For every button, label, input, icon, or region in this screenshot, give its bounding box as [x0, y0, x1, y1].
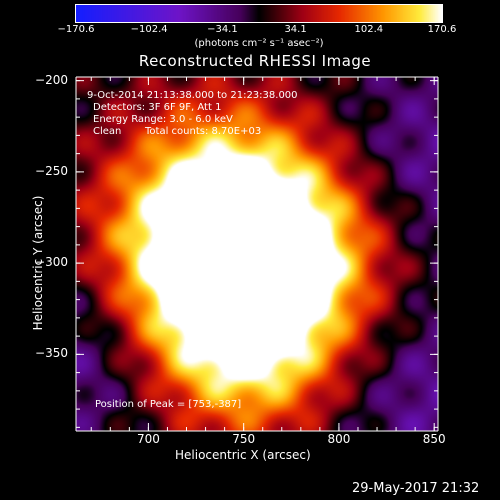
colorbar-unit-label: (photons cm⁻² s⁻¹ asec⁻²)	[194, 38, 324, 49]
x-tick-label: 850	[422, 432, 446, 446]
y-tick-label: −350	[35, 346, 68, 361]
x-axis-label: Heliocentric X (arcsec)	[175, 448, 311, 462]
detectors-text: Detectors: 3F 6F 9F, Att 1	[93, 102, 222, 113]
colorbar-tick-label: −170.6	[57, 24, 95, 35]
chart-title: Reconstructed RHESSI Image	[138, 52, 372, 70]
x-tick-label: 800	[327, 432, 351, 446]
y-axis-label: Heliocentric Y (arcsec)	[31, 195, 45, 331]
colorbar	[75, 4, 443, 23]
peak-position-text: Position of Peak = [753,-387]	[95, 399, 242, 410]
total-counts-text: Total counts: 8.70E+03	[145, 126, 262, 137]
y-tick-label: −250	[35, 163, 68, 178]
obs-time-text: 9-Oct-2014 21:13:38.000 to 21:23:38.000	[87, 90, 298, 101]
colorbar-tick-label: −102.4	[130, 24, 168, 35]
heatmap-image	[76, 77, 438, 431]
clean-text: Clean	[93, 126, 122, 137]
energy-range-text: Energy Range: 3.0 - 6.0 keV	[93, 114, 233, 125]
x-tick-label: 750	[232, 432, 256, 446]
colorbar-tick-label: 102.4	[354, 24, 384, 35]
colorbar-tick-label: 34.1	[284, 24, 307, 35]
colorbar-tick-label: −34.1	[207, 24, 238, 35]
y-tick-label: −200	[35, 72, 68, 87]
y-tick-label: −300	[35, 255, 68, 270]
colorbar-tick-label: 170.6	[427, 24, 457, 35]
x-tick-label: 700	[136, 432, 160, 446]
footer-timestamp: 29-May-2017 21:32	[352, 481, 480, 496]
